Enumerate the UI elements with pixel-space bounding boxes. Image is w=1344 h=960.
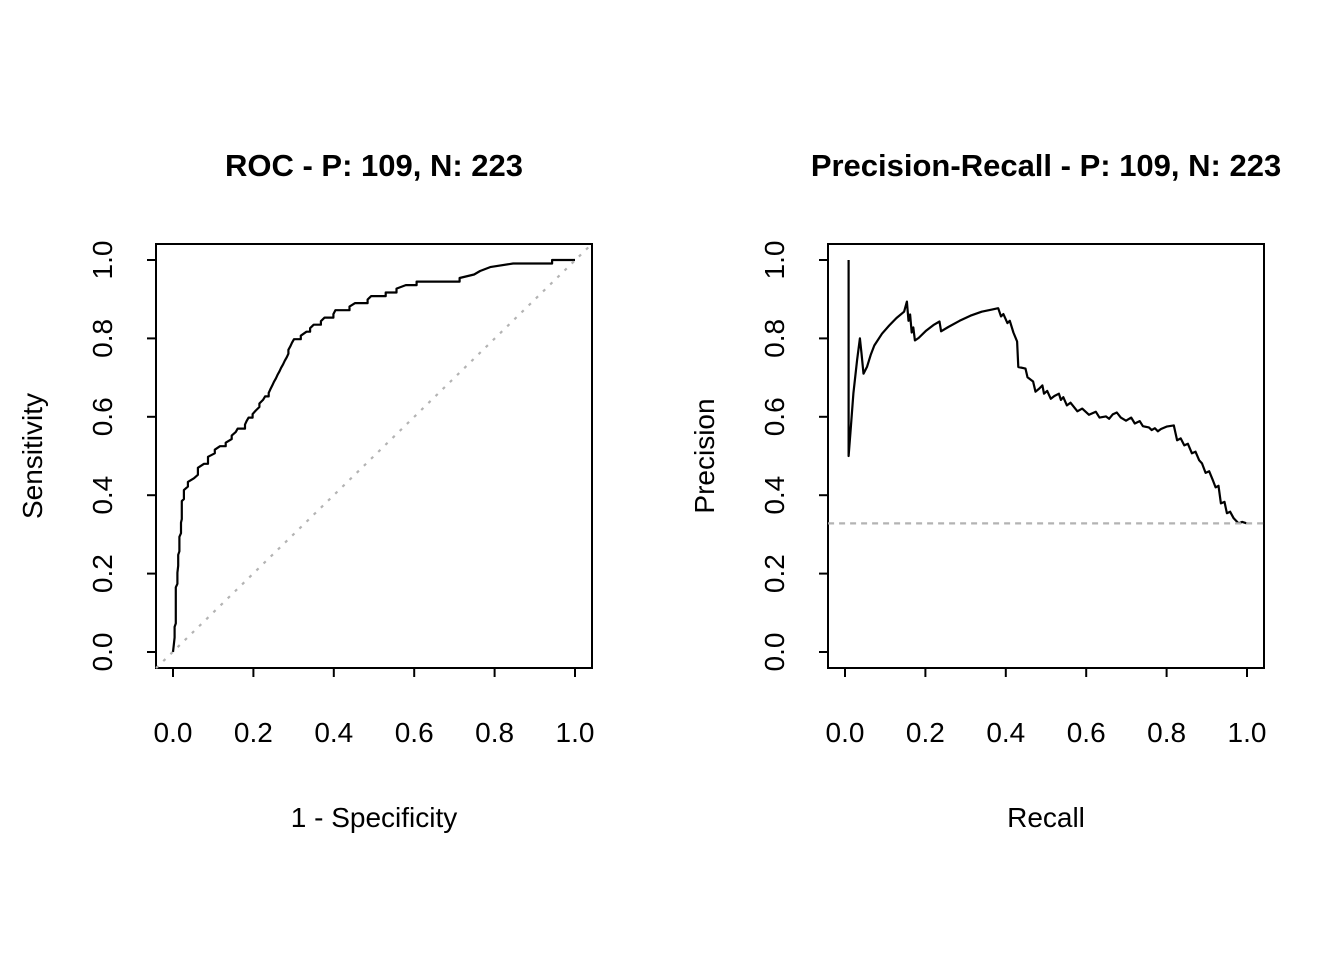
x-tick-label: 0.6 — [1067, 717, 1106, 748]
x-tick-label: 1.0 — [1228, 717, 1267, 748]
chance-diagonal-line — [155, 243, 593, 669]
y-tick-label: 0.6 — [759, 397, 790, 436]
x-tick-label: 0.4 — [986, 717, 1025, 748]
x-tick-label: 0.8 — [1147, 717, 1186, 748]
x-tick-label: 1.0 — [556, 717, 595, 748]
y-tick-label: 0.2 — [87, 554, 118, 593]
pr-y-axis-label: Precision — [689, 398, 720, 513]
y-tick-label: 1.0 — [759, 241, 790, 280]
x-tick-label: 0.6 — [395, 717, 434, 748]
x-tick-label: 0.0 — [154, 717, 193, 748]
plot-box — [155, 243, 593, 669]
x-tick-label: 0.0 — [826, 717, 865, 748]
y-tick-label: 0.2 — [759, 554, 790, 593]
y-tick-label: 0.8 — [759, 319, 790, 358]
y-tick-label: 0.4 — [759, 476, 790, 515]
x-tick-label: 0.8 — [475, 717, 514, 748]
plot-box — [827, 243, 1265, 669]
y-tick-label: 0.0 — [87, 633, 118, 672]
roc-title: ROC - P: 109, N: 223 — [225, 148, 523, 183]
x-tick-label: 0.4 — [314, 717, 353, 748]
y-tick-label: 0.0 — [759, 633, 790, 672]
pr-title: Precision-Recall - P: 109, N: 223 — [811, 148, 1281, 183]
y-tick-label: 0.8 — [87, 319, 118, 358]
pr-panel: Precision-Recall - P: 109, N: 223 Recall… — [689, 148, 1281, 833]
pr-plot-area: 0.0 0.2 0.4 0.6 0.8 1.0 0.0 0.2 0.4 0.6 0.8 1.0 — [759, 241, 1266, 748]
x-tick-label: 0.2 — [234, 717, 273, 748]
roc-x-axis-label: 1 - Specificity — [291, 802, 458, 833]
pr-x-axis-label: Recall — [1007, 802, 1085, 833]
x-tick-label: 0.2 — [906, 717, 945, 748]
y-tick-label: 1.0 — [87, 241, 118, 280]
y-tick-label: 0.6 — [87, 397, 118, 436]
roc-plot-area: 0.0 0.2 0.4 0.6 0.8 1.0 0.0 0.2 0.4 0.6 0.8 1.0 — [87, 241, 594, 748]
y-tick-label: 0.4 — [87, 476, 118, 515]
roc-panel: ROC - P: 109, N: 223 1 - Specificity Sen… — [17, 148, 594, 833]
pr-curve-line — [847, 260, 1248, 525]
roc-y-axis-label: Sensitivity — [17, 393, 48, 519]
roc-curve-line — [171, 258, 575, 653]
